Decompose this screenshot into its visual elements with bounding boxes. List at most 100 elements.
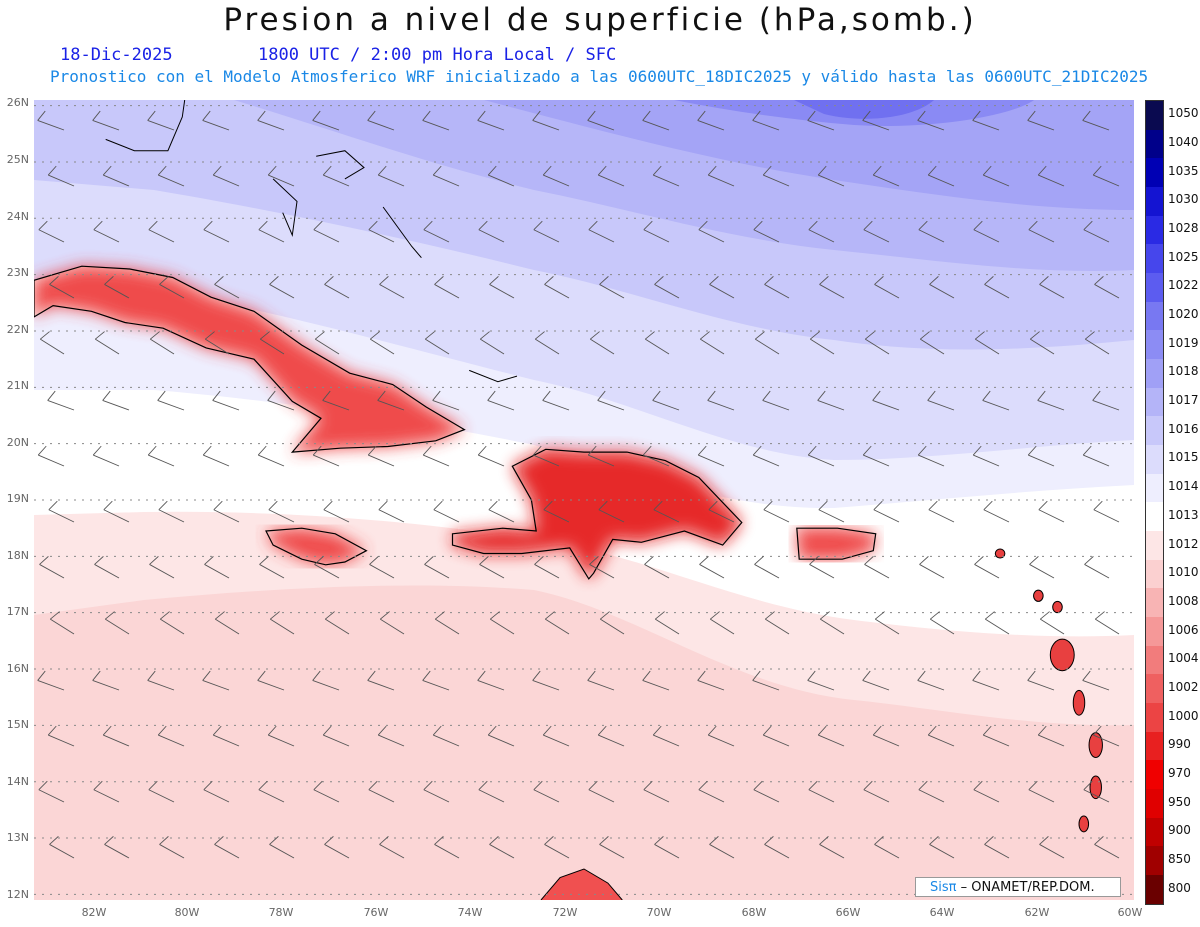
wind-barb-shaft [102,400,130,411]
wind-barb-flag [654,836,664,845]
wind-barb-shaft [590,338,615,355]
colorbar-swatch-970 [1146,760,1163,790]
wind-barb-flag [872,725,882,736]
wind-barb-shaft [1027,120,1055,131]
wind-barb-flag [104,276,114,285]
wind-barb-shaft [159,844,185,859]
wind-barb-shaft [708,174,735,187]
band-1020 [794,100,934,119]
wind-barb-shaft [480,338,505,355]
wind-barb-shaft [367,120,395,131]
colorbar-label-1000: 1000 [1168,708,1199,723]
wind-barb-shaft [642,120,670,131]
wind-barb-shaft [38,229,65,243]
wind-barb-flag [487,725,497,736]
wind-barb-shaft [929,844,955,859]
wind-barb-shaft [322,400,350,411]
wind-barb-shaft [1040,618,1065,635]
colorbar-label-1019: 1019 [1168,335,1199,350]
wind-barb-flag [973,220,983,231]
wind-barb-flag [862,445,872,456]
wind-barb-flag [807,670,816,681]
wind-barb-shaft [94,564,120,579]
wind-barb-shaft [203,789,230,803]
wind-barb-shaft [150,338,175,355]
wind-barb-shaft [533,789,560,803]
wind-barb-flag [544,611,555,620]
wind-barb-flag [314,556,324,565]
wind-barb-flag [929,276,939,285]
wind-barb-flag [654,611,665,620]
wind-barb-flag [369,331,380,340]
wind-barb-shaft [543,174,570,187]
wind-barbs [37,110,1120,859]
wind-barb-shaft [377,400,405,411]
wind-barb-flag [597,390,606,401]
forecast-label: Pronostico con el Modelo Atmosferico WRF… [50,67,1149,86]
wind-barb-shaft [985,618,1010,635]
wind-barb-flag [807,110,816,121]
wind-barb-shaft [863,229,890,243]
wind-barb-flag [597,725,607,736]
lon-label-82w: 82W [81,906,107,919]
lesser-antilles-island [1033,589,1044,602]
wind-barb-flag [1039,276,1049,285]
wind-barb-shaft [707,400,735,411]
wind-barb-shaft [105,618,130,635]
wind-barb-flag [697,445,707,456]
wind-barb-shaft [698,789,725,803]
wind-barb-shaft [863,789,890,803]
colorbar-label-950: 950 [1168,794,1191,809]
wind-barb-flag [983,500,993,511]
wind-barb-flag [212,725,222,736]
wind-barb-shaft [158,734,185,747]
wind-barb-flag [1092,390,1101,401]
wind-barb-flag [102,165,112,176]
wind-barb-flag [147,110,156,121]
wind-barb-shaft [808,229,835,243]
wind-barb-flag [314,331,325,340]
wind-barb-shaft [1082,120,1110,131]
wind-barb-flag [973,780,983,791]
wind-barb-flag [819,276,829,285]
wind-barb-flag [422,445,432,456]
wind-barb-shaft [875,618,900,635]
wind-barb-flag [1094,836,1104,845]
wind-barb-shaft [820,618,845,635]
wind-barb-shaft [258,789,285,803]
wind-barb-shaft [1084,564,1110,579]
map-title: Presion a nivel de superficie (hPa,somb.… [223,2,977,38]
wind-barb-flag [1027,445,1037,456]
wind-barb-flag [147,445,157,456]
colorbar-label-1006: 1006 [1168,622,1199,637]
lon-label-64w: 64W [929,906,955,919]
wind-barb-shaft [432,400,460,411]
wind-barb-shaft [982,400,1010,411]
pressure-map-canvas [34,100,1134,900]
wind-barb-shaft [919,564,945,579]
wind-barb-shaft [433,174,460,187]
wind-barb-flag [708,500,718,511]
wind-barb-flag [1082,670,1091,681]
wind-barb-flag [917,110,926,121]
lon-label-70w: 70W [646,906,672,919]
wind-barb-flag [258,220,268,231]
wind-barb-flag [697,670,706,681]
wind-barb-flag [312,445,322,456]
wind-barb-flag [489,836,499,845]
wind-barb-shaft [324,284,350,299]
wind-barb-flag [269,836,279,845]
coastline-cuba [34,265,466,453]
wind-barb-flag [267,390,276,401]
wind-barb-shaft [159,284,185,299]
wind-barb-flag [322,390,331,401]
wind-barb-flag [809,331,820,340]
wind-barb-shaft [1039,284,1065,299]
wind-barb-flag [807,445,817,456]
wind-barb-shaft [379,844,405,859]
wind-barb-flag [587,445,597,456]
wind-barb-flag [809,556,819,565]
wind-barb-flag [652,165,662,176]
wind-barb-flag [37,670,46,681]
wind-barb-flag [323,500,333,511]
